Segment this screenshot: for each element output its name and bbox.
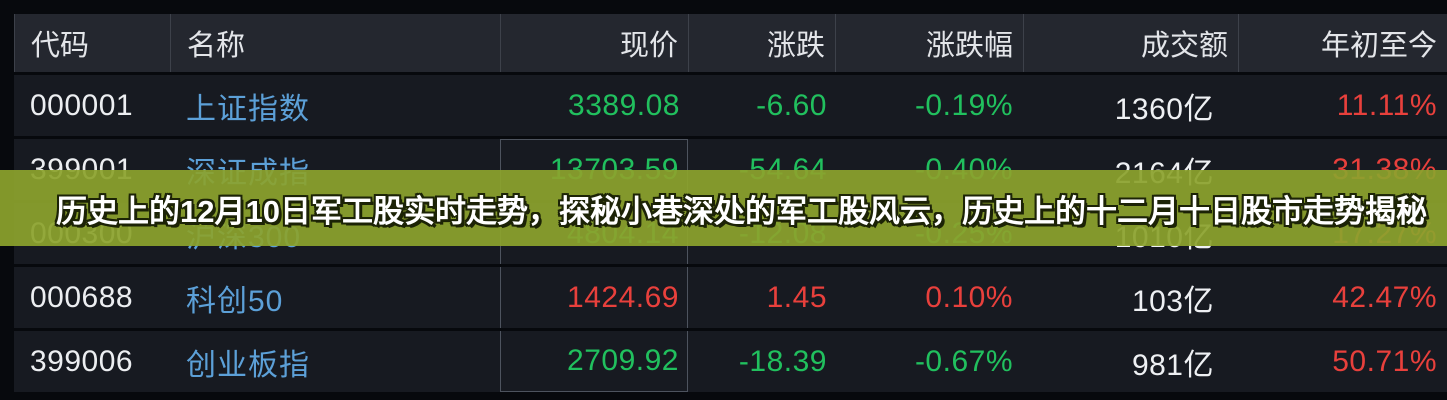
stock-change: -18.39 xyxy=(738,344,827,378)
stock-turnover: 1360亿 xyxy=(1114,92,1214,126)
news-banner-overlay: 历史上的12月10日军工股实时走势，探秘小巷深处的军工股风云，历史上的十二月十日… xyxy=(0,170,1447,246)
stock-ytd: 42.47% xyxy=(1332,280,1437,314)
quote-row-sse-composite[interactable]: 000001 上证指数 3389.08 -6.60 -0.19% 1360亿 1… xyxy=(14,75,1447,136)
column-header-change-pct[interactable]: 涨跌幅 xyxy=(835,14,1023,72)
column-header-price[interactable]: 现价 xyxy=(500,14,688,72)
stock-price: 2709.92 xyxy=(500,331,688,392)
stock-name: 创业板指 xyxy=(186,348,310,382)
stock-name: 上证指数 xyxy=(186,92,310,126)
column-header-ytd[interactable]: 年初至今 xyxy=(1238,14,1447,72)
stock-name: 科创50 xyxy=(186,284,284,318)
stock-code: 000001 xyxy=(30,88,134,122)
stock-change: 1.45 xyxy=(766,280,827,314)
stock-price: 1424.69 xyxy=(500,267,688,328)
stock-change: -6.60 xyxy=(756,88,827,122)
quote-row-chinext[interactable]: 399006 创业板指 2709.92 -18.39 -0.67% 981亿 5… xyxy=(14,331,1447,392)
stock-turnover: 103亿 xyxy=(1131,284,1214,318)
stock-price: 3389.08 xyxy=(568,88,680,122)
stock-ytd: 50.71% xyxy=(1332,344,1437,378)
column-header-code[interactable]: 代码 xyxy=(14,14,170,72)
stock-code: 399006 xyxy=(30,344,134,378)
stock-ytd: 11.11% xyxy=(1336,88,1437,122)
stock-code: 000688 xyxy=(30,280,134,314)
stock-turnover: 981亿 xyxy=(1131,348,1214,382)
quote-row-star50[interactable]: 000688 科创50 1424.69 1.45 0.10% 103亿 42.4… xyxy=(14,267,1447,328)
column-header-turnover[interactable]: 成交额 xyxy=(1023,14,1238,72)
stock-change-pct: -0.67% xyxy=(914,344,1013,378)
column-header-change[interactable]: 涨跌 xyxy=(688,14,835,72)
stock-change-pct: -0.19% xyxy=(914,88,1013,122)
stock-change-pct: 0.10% xyxy=(925,280,1013,314)
table-header-row: 代码 名称 现价 涨跌 涨跌幅 成交额 年初至今 xyxy=(14,14,1447,72)
banner-headline: 历史上的12月10日军工股实时走势，探秘小巷深处的军工股风云，历史上的十二月十日… xyxy=(56,193,1427,229)
column-header-name[interactable]: 名称 xyxy=(170,14,500,72)
